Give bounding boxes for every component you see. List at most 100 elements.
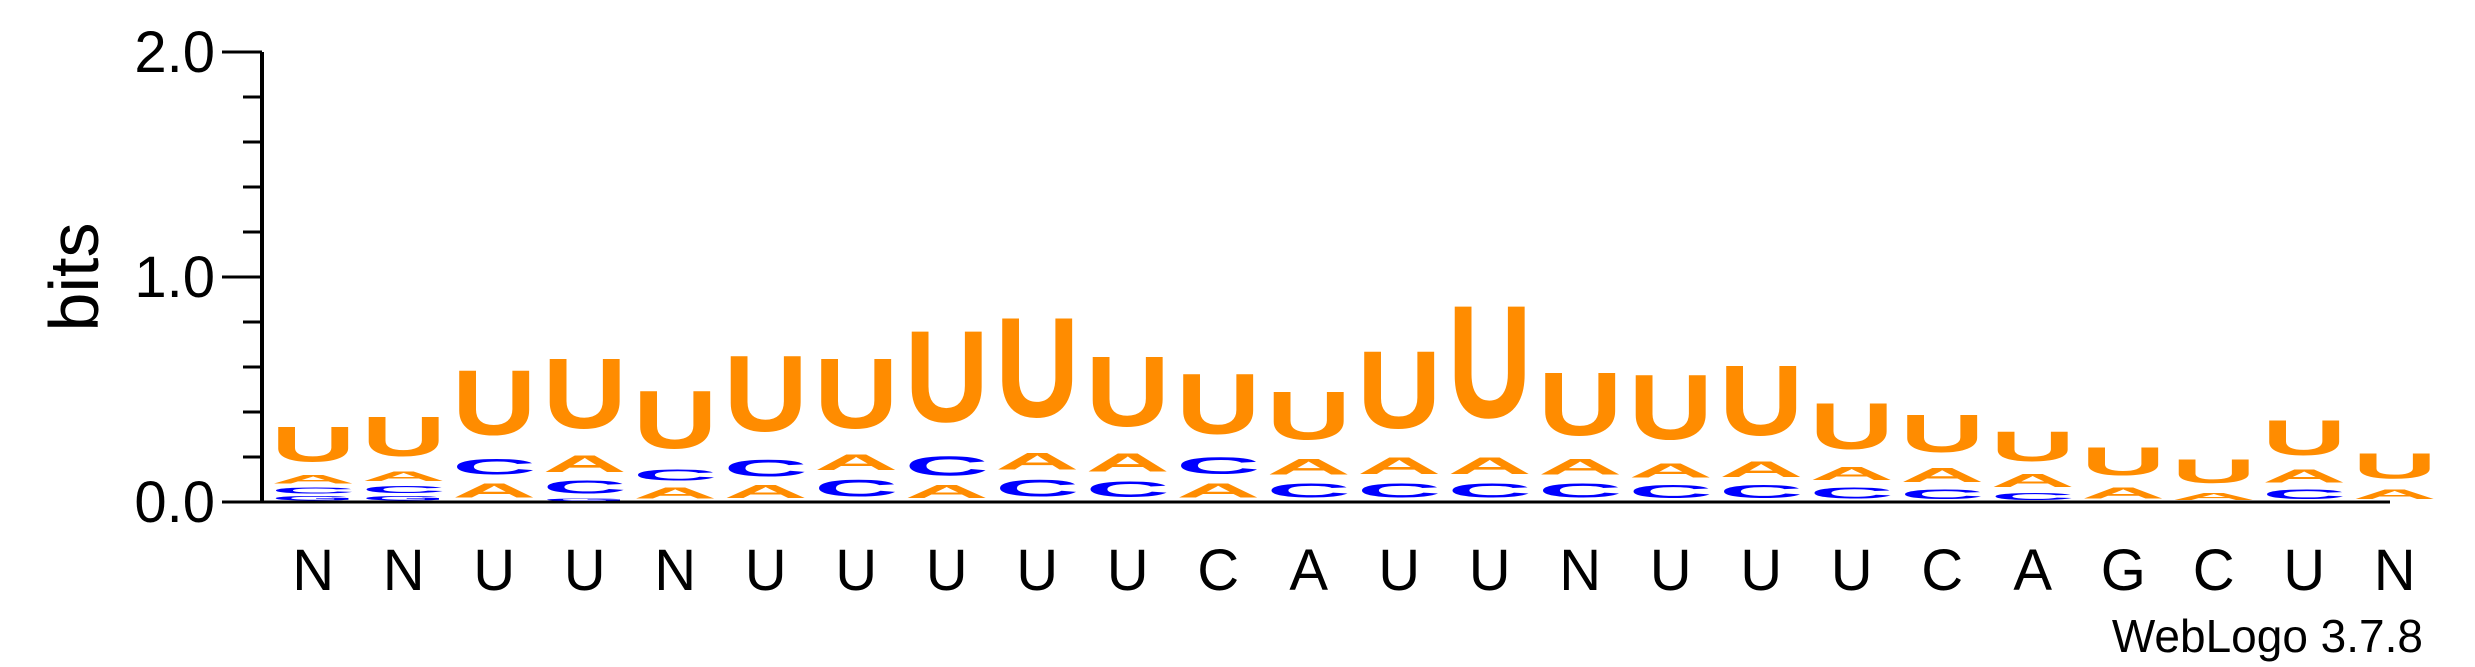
- logo-letter-c: C: [1629, 482, 1713, 502]
- logo-letter-c: C: [905, 450, 989, 482]
- logo-letter-a: A: [1176, 479, 1260, 502]
- logo-letter-u: U: [633, 374, 717, 466]
- logo-letter-u: U: [1538, 354, 1622, 455]
- logo-letter-c: C: [1086, 477, 1170, 502]
- logo-letter-a: A: [452, 479, 536, 502]
- position-label: N: [2374, 538, 2416, 603]
- logo-stacks: GCAUGCAUACUGCAUACUACUCAUACUCAUCAUACUCAUC…: [271, 272, 2436, 502]
- logo-letter-a: A: [362, 468, 446, 484]
- logo-letter-u: U: [1448, 272, 1532, 452]
- logo-letter-a: A: [995, 448, 1079, 475]
- position-label: N: [1559, 538, 1601, 603]
- logo-letter-c: C: [1538, 479, 1622, 502]
- logo-letter-c: C: [1176, 452, 1260, 479]
- y-tick-label: 0.0: [134, 470, 215, 535]
- logo-letter-g: G: [543, 498, 627, 502]
- logo-letter-u: U: [1629, 356, 1713, 459]
- logo-letter-c: C: [271, 486, 355, 495]
- logo-letter-a: A: [2172, 491, 2256, 502]
- position-label: N: [654, 538, 696, 603]
- logo-letter-a: A: [1538, 455, 1622, 480]
- logo-letter-u: U: [2353, 446, 2437, 486]
- logo-letter-c: C: [543, 477, 627, 497]
- logo-letter-u: U: [2081, 439, 2165, 484]
- position-label: U: [1378, 538, 1420, 603]
- logo-letter-g: G: [362, 495, 446, 502]
- logo-letter-a: A: [1357, 452, 1441, 479]
- position-label: G: [2101, 538, 2146, 603]
- logo-letter-a: A: [1448, 452, 1532, 479]
- position-label: U: [1650, 538, 1692, 603]
- position-label: U: [1016, 538, 1058, 603]
- logo-letter-c: C: [1991, 491, 2075, 502]
- logo-letter-u: U: [1810, 390, 1894, 464]
- position-label: C: [1921, 538, 1963, 603]
- logo-letter-u: U: [2172, 453, 2256, 491]
- position-label: U: [926, 538, 968, 603]
- logo-letter-u: U: [452, 352, 536, 455]
- logo-letter-c: C: [362, 484, 446, 495]
- logo-letter-a: A: [1900, 464, 1984, 487]
- logo-letter-c: C: [724, 455, 808, 482]
- logo-letter-u: U: [1176, 355, 1260, 452]
- logo-letter-u: U: [1267, 379, 1351, 455]
- logo-letter-u: U: [995, 287, 1079, 447]
- logo-letter-a: A: [724, 482, 808, 502]
- position-label: A: [2013, 538, 2052, 603]
- logo-letter-c: C: [633, 466, 717, 484]
- logo-letter-u: U: [724, 332, 808, 454]
- position-label: U: [1831, 538, 1873, 603]
- logo-letter-c: C: [1267, 479, 1351, 502]
- logo-letter-u: U: [905, 304, 989, 450]
- position-label: U: [2283, 538, 2325, 603]
- position-label: U: [473, 538, 515, 603]
- logo-letter-u: U: [1719, 345, 1803, 457]
- position-label: U: [1740, 538, 1782, 603]
- logo-letter-u: U: [814, 338, 898, 450]
- logo-letter-a: A: [2353, 486, 2437, 502]
- logo-letter-c: C: [2262, 486, 2346, 502]
- position-label: N: [383, 538, 425, 603]
- logo-letter-c: C: [1357, 479, 1441, 502]
- logo-letter-u: U: [1991, 423, 2075, 470]
- logo-letter-a: A: [543, 450, 627, 477]
- y-tick-label: 1.0: [134, 245, 215, 310]
- logo-letter-c: C: [995, 475, 1079, 502]
- logo-letter-a: A: [1991, 470, 2075, 490]
- position-label: C: [2193, 538, 2235, 603]
- logo-letter-u: U: [362, 405, 446, 468]
- logo-letter-u: U: [1086, 336, 1170, 448]
- logo-letter-a: A: [633, 484, 717, 502]
- logo-letter-a: A: [1810, 464, 1894, 484]
- logo-letter-u: U: [1357, 329, 1441, 453]
- logo-letter-u: U: [543, 338, 627, 450]
- y-axis-ticks: 0.0 1.0 2.0: [134, 20, 262, 535]
- logo-letter-a: A: [271, 473, 355, 487]
- weblogo-version: WebLogo 3.7.8: [2112, 610, 2423, 662]
- logo-letter-a: A: [1086, 448, 1170, 477]
- logo-letter-a: A: [2081, 484, 2165, 502]
- position-label: U: [1469, 538, 1511, 603]
- y-axis-title: bits: [35, 223, 113, 332]
- position-label: U: [835, 538, 877, 603]
- logo-letter-a: A: [905, 482, 989, 502]
- logo-letter-c: C: [1900, 486, 1984, 502]
- logo-letter-a: A: [1629, 459, 1713, 482]
- position-label: U: [745, 538, 787, 603]
- logo-letter-c: C: [1810, 484, 1894, 502]
- logo-letter-c: C: [1719, 482, 1803, 502]
- position-label: N: [292, 538, 334, 603]
- logo-letter-a: A: [1267, 455, 1351, 480]
- position-label: U: [1107, 538, 1149, 603]
- logo-letter-g: G: [271, 495, 355, 502]
- logo-letter-a: A: [814, 450, 898, 475]
- position-label: U: [564, 538, 606, 603]
- position-label: A: [1289, 538, 1328, 603]
- logo-letter-c: C: [452, 455, 536, 480]
- logo-letter-u: U: [1900, 403, 1984, 463]
- logo-letter-c: C: [814, 475, 898, 502]
- logo-letter-a: A: [1719, 457, 1803, 482]
- logo-letter-c: C: [1448, 479, 1532, 502]
